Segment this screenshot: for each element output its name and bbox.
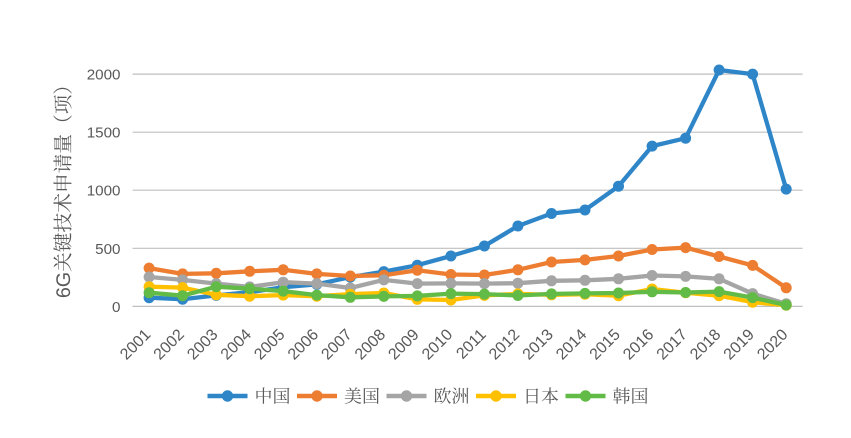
svg-text:500: 500 <box>95 241 120 258</box>
svg-text:1500: 1500 <box>87 125 121 142</box>
svg-text:1000: 1000 <box>87 183 121 200</box>
svg-text:2000: 2000 <box>87 67 121 84</box>
svg-text:0: 0 <box>112 299 120 316</box>
